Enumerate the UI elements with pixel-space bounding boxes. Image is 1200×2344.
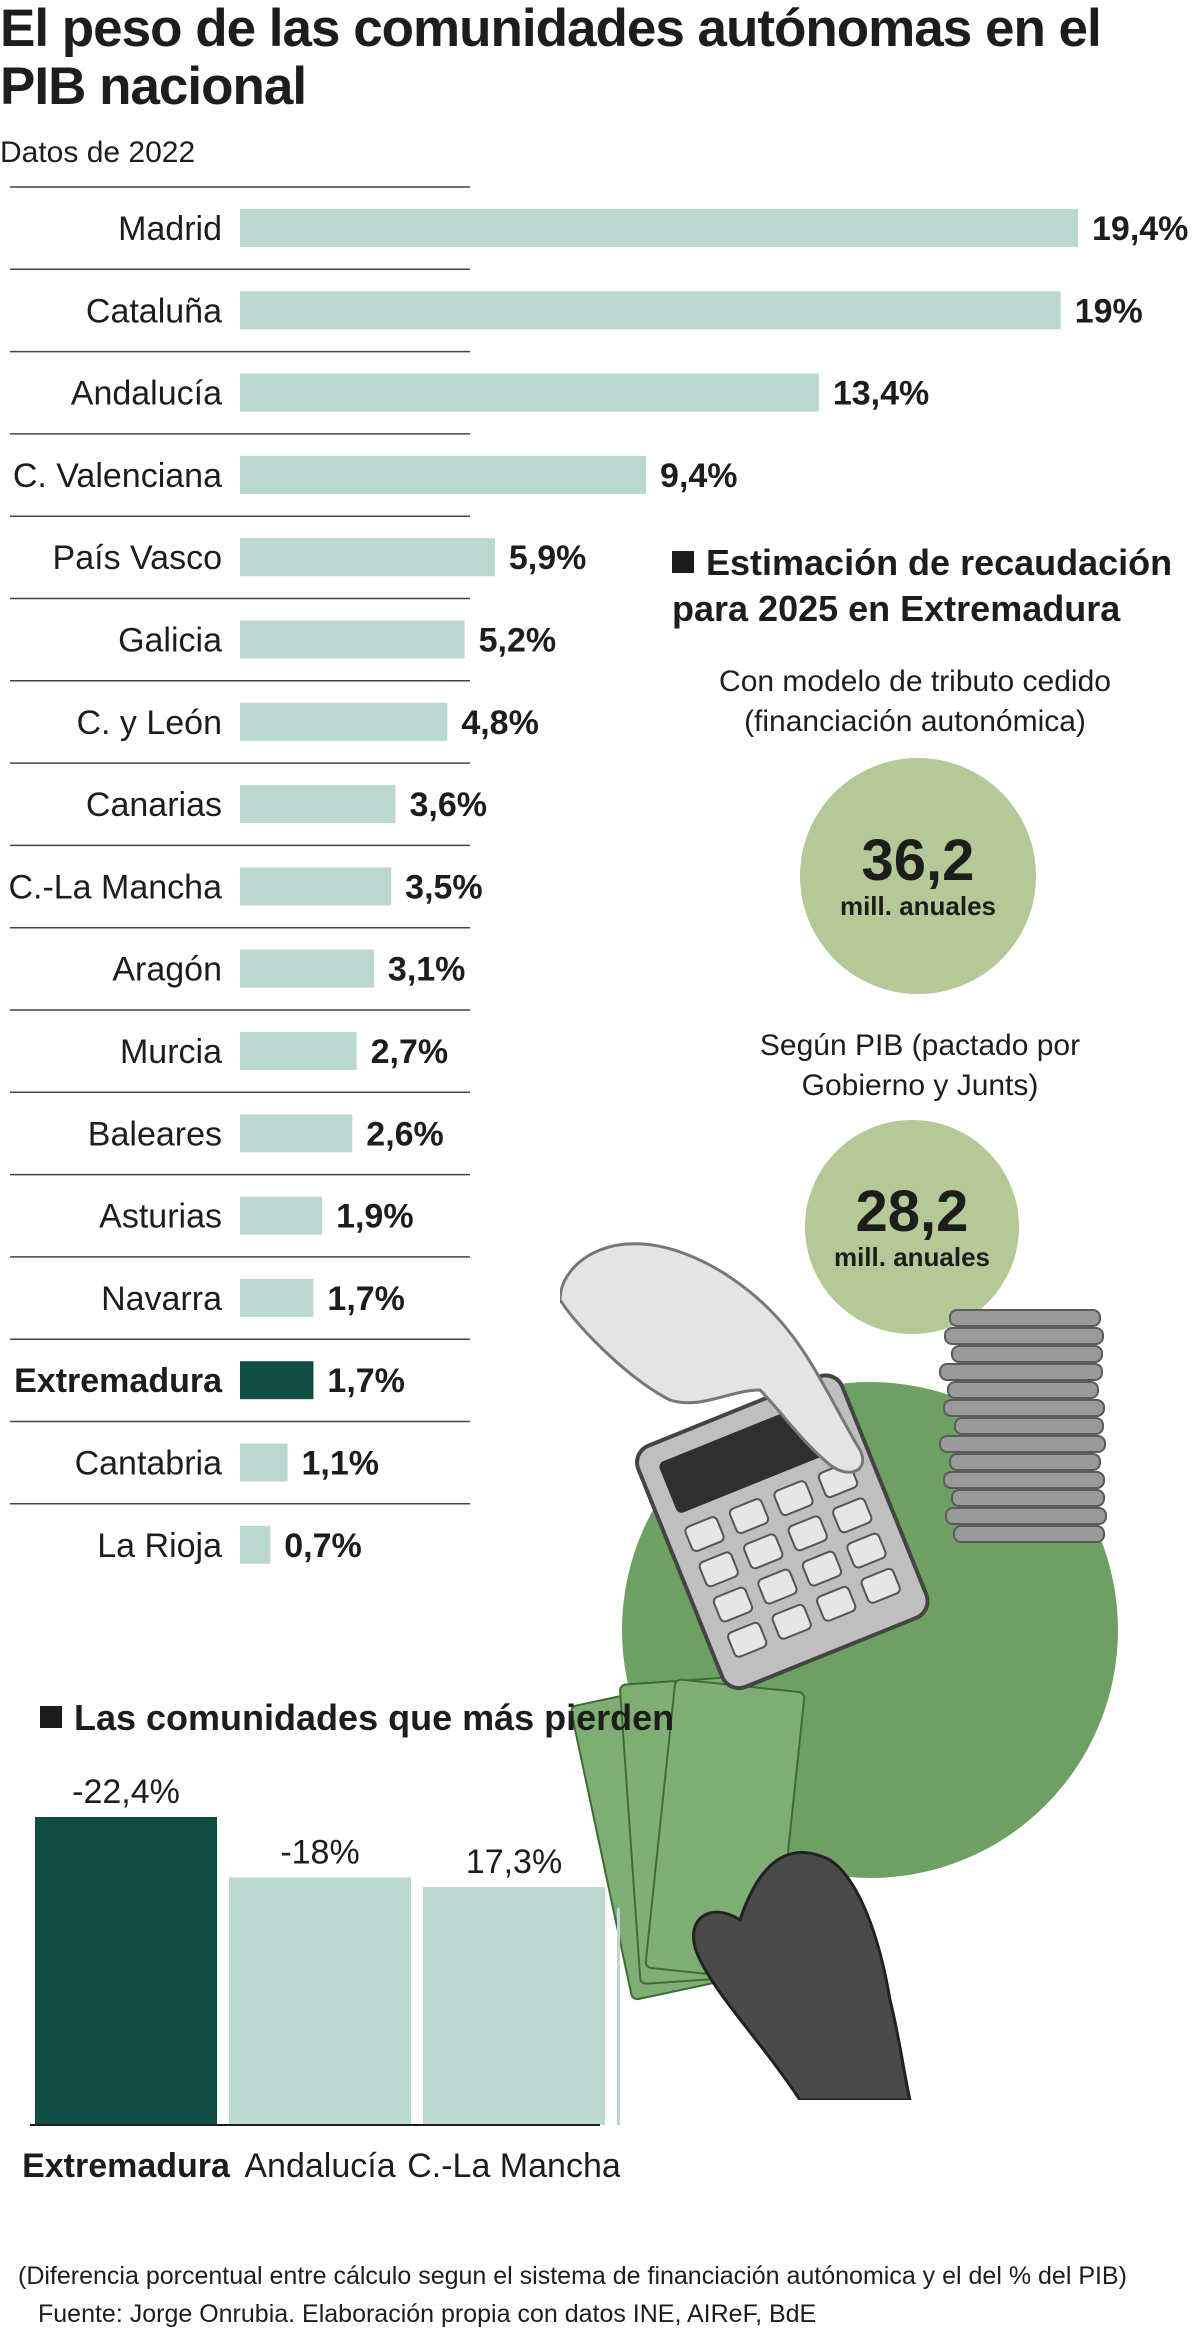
value-label: 2,7%: [371, 1033, 449, 1071]
estimation-circle-ceded: 36,2 mill. anuales: [800, 758, 1036, 994]
bar: [240, 1278, 314, 1317]
category-label: Baleares: [88, 1115, 222, 1153]
bar: [240, 785, 396, 824]
value-label: 3,5%: [405, 868, 483, 906]
value-label: 9,4%: [660, 457, 738, 495]
bar: [240, 1361, 314, 1400]
category-label: Navarra: [101, 1280, 222, 1318]
value-label: 19,4%: [1092, 210, 1188, 248]
bar: [240, 867, 392, 906]
bar: [240, 209, 1078, 247]
value-label: 3,1%: [388, 951, 466, 989]
estimation-caption-ceded: Con modelo de tributo cedido (financiaci…: [719, 665, 1111, 738]
hands-calculator-money-illustration: [560, 1242, 1118, 2100]
bar: [240, 1443, 288, 1482]
value-label: 5,9%: [509, 539, 587, 577]
estimation-circle-gdp: 28,2 mill. anuales: [805, 1120, 1019, 1334]
category-label: Extremadura: [22, 2147, 231, 2185]
value-label: 5,2%: [479, 622, 556, 660]
bar: [240, 538, 495, 577]
category-label: Cantabria: [75, 1445, 223, 1483]
bar: [240, 949, 374, 988]
category-label: Madrid: [118, 210, 222, 248]
bar: [240, 373, 819, 412]
category-label: Galicia: [118, 622, 222, 660]
estimation-unit-gdp: mill. anuales: [833, 1242, 991, 1272]
value-label: 17,3%: [466, 1843, 562, 1881]
category-label: Andalucía: [71, 375, 222, 413]
bar: [35, 1817, 217, 2125]
value-label: -18%: [280, 1834, 359, 1872]
category-label: Asturias: [99, 1198, 222, 1236]
value-label: 1,1%: [302, 1445, 380, 1483]
category-label: Andalucía: [244, 2147, 395, 2185]
bar: [240, 1114, 353, 1153]
estimation-unit-ceded: mill. anuales: [839, 891, 997, 921]
footnote: (Diferencia porcentual entre cálculo seg…: [18, 2262, 1127, 2290]
bar: [240, 1032, 357, 1070]
losses-bar-chart: -22,4% Extremadura -18% Andalucía 17,3% C.-La…: [22, 1773, 620, 2185]
chart-title: El peso de las comunidades autónomas en …: [0, 0, 1102, 116]
bar: [240, 455, 647, 494]
category-label: Cataluña: [86, 292, 222, 330]
value-label: 0,7%: [284, 1527, 362, 1565]
estimation-value-ceded: 36,2: [861, 828, 975, 893]
category-label: Murcia: [120, 1033, 222, 1071]
value-label: 13,4%: [833, 375, 929, 413]
category-label: Aragón: [112, 951, 222, 989]
square-bullet-icon: [672, 551, 694, 573]
losses-heading-text: Las comunidades que más pierden: [74, 1697, 675, 1738]
bar: [240, 620, 465, 659]
category-label: Extremadura: [14, 1362, 223, 1400]
category-label: C.-La Mancha: [407, 2147, 620, 2185]
chart-subtitle: Datos de 2022: [0, 136, 196, 169]
value-label: 1,9%: [336, 1198, 414, 1236]
estimation-caption-gdp: Según PIB (pactado por Gobierno y Junts): [759, 1029, 1081, 1102]
bar: [229, 1877, 411, 2125]
losses-heading: Las comunidades que más pierden: [40, 1695, 674, 1741]
category-label: C. Valenciana: [13, 457, 222, 495]
regional-gdp-bar-chart: Madrid 19,4% Cataluña 19% Andalucía 13,4% C. V…: [8, 186, 1188, 1565]
bar: [617, 1907, 620, 2125]
value-label: 4,8%: [461, 704, 539, 742]
category-label: Canarias: [86, 786, 222, 824]
value-label: 3,6%: [410, 786, 488, 824]
value-label: 1,7%: [327, 1362, 405, 1400]
category-label: La Rioja: [97, 1527, 222, 1565]
estimation-heading-text: Estimación de recaudación para 2025 en E…: [672, 542, 1173, 629]
value-label: 19%: [1075, 292, 1143, 330]
bar: [240, 1196, 323, 1235]
source-note: Fuente: Jorge Onrubia. Elaboración propi…: [38, 2300, 817, 2328]
category-label: C. y León: [76, 704, 222, 742]
bar: [240, 1525, 271, 1564]
bar: [240, 702, 448, 741]
square-bullet-icon: [40, 1706, 62, 1728]
estimation-heading: Estimación de recaudación para 2025 en E…: [672, 540, 1192, 632]
bar: [423, 1887, 605, 2125]
value-label: 2,6%: [366, 1115, 444, 1153]
value-label: 1,7%: [327, 1280, 405, 1318]
value-label: -22,4%: [72, 1773, 180, 1811]
category-label: País Vasco: [53, 539, 222, 577]
bar: [240, 291, 1061, 330]
category-label: C.-La Mancha: [8, 868, 222, 906]
estimation-value-gdp: 28,2: [855, 1179, 969, 1244]
